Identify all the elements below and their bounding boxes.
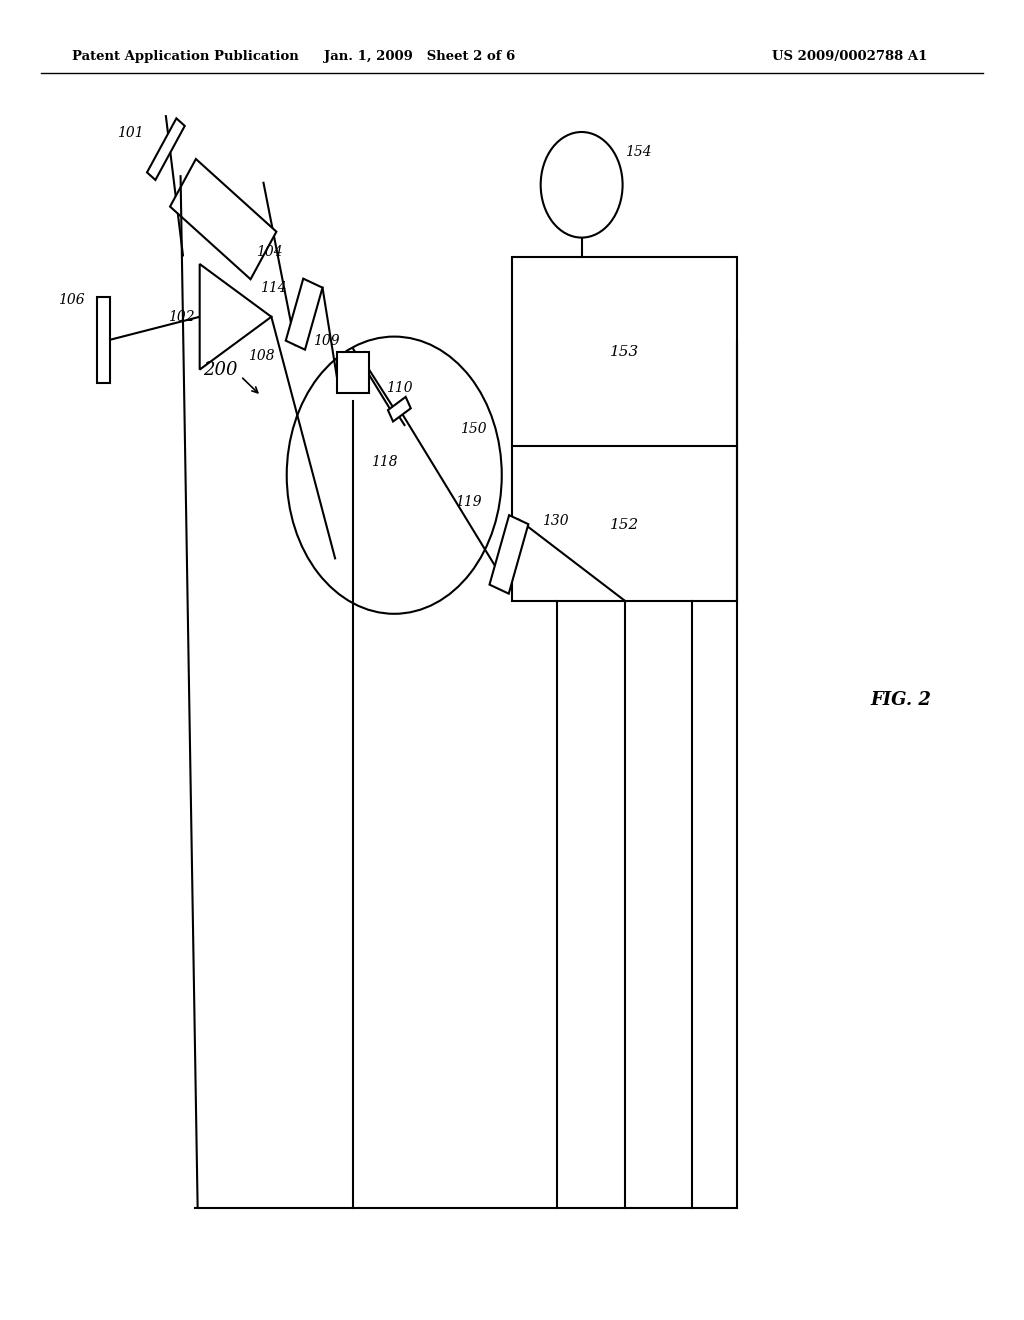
Text: 101: 101: [117, 127, 143, 140]
Text: US 2009/0002788 A1: US 2009/0002788 A1: [772, 50, 928, 63]
Text: 109: 109: [313, 334, 340, 347]
Text: 200: 200: [203, 360, 238, 379]
Text: 106: 106: [58, 293, 85, 308]
Text: FIG. 2: FIG. 2: [870, 690, 932, 709]
Polygon shape: [489, 515, 528, 594]
Text: 150: 150: [460, 422, 486, 436]
Text: 114: 114: [260, 281, 287, 294]
Text: 119: 119: [455, 495, 481, 508]
Bar: [97, 297, 110, 383]
Text: 153: 153: [610, 345, 639, 359]
Polygon shape: [147, 119, 184, 180]
Text: Patent Application Publication: Patent Application Publication: [72, 50, 298, 63]
Text: 102: 102: [168, 310, 195, 323]
Polygon shape: [170, 158, 276, 280]
Polygon shape: [286, 279, 323, 350]
Polygon shape: [200, 264, 271, 370]
Text: 152: 152: [610, 517, 639, 532]
Text: Jan. 1, 2009   Sheet 2 of 6: Jan. 1, 2009 Sheet 2 of 6: [325, 50, 515, 63]
Text: 110: 110: [386, 381, 413, 395]
Text: 108: 108: [248, 350, 274, 363]
Text: 130: 130: [542, 515, 568, 528]
Polygon shape: [337, 351, 370, 393]
Text: 154: 154: [625, 145, 651, 158]
Text: 104: 104: [256, 246, 283, 259]
Bar: [512, 257, 737, 601]
Polygon shape: [388, 397, 411, 421]
Text: 118: 118: [371, 455, 397, 469]
